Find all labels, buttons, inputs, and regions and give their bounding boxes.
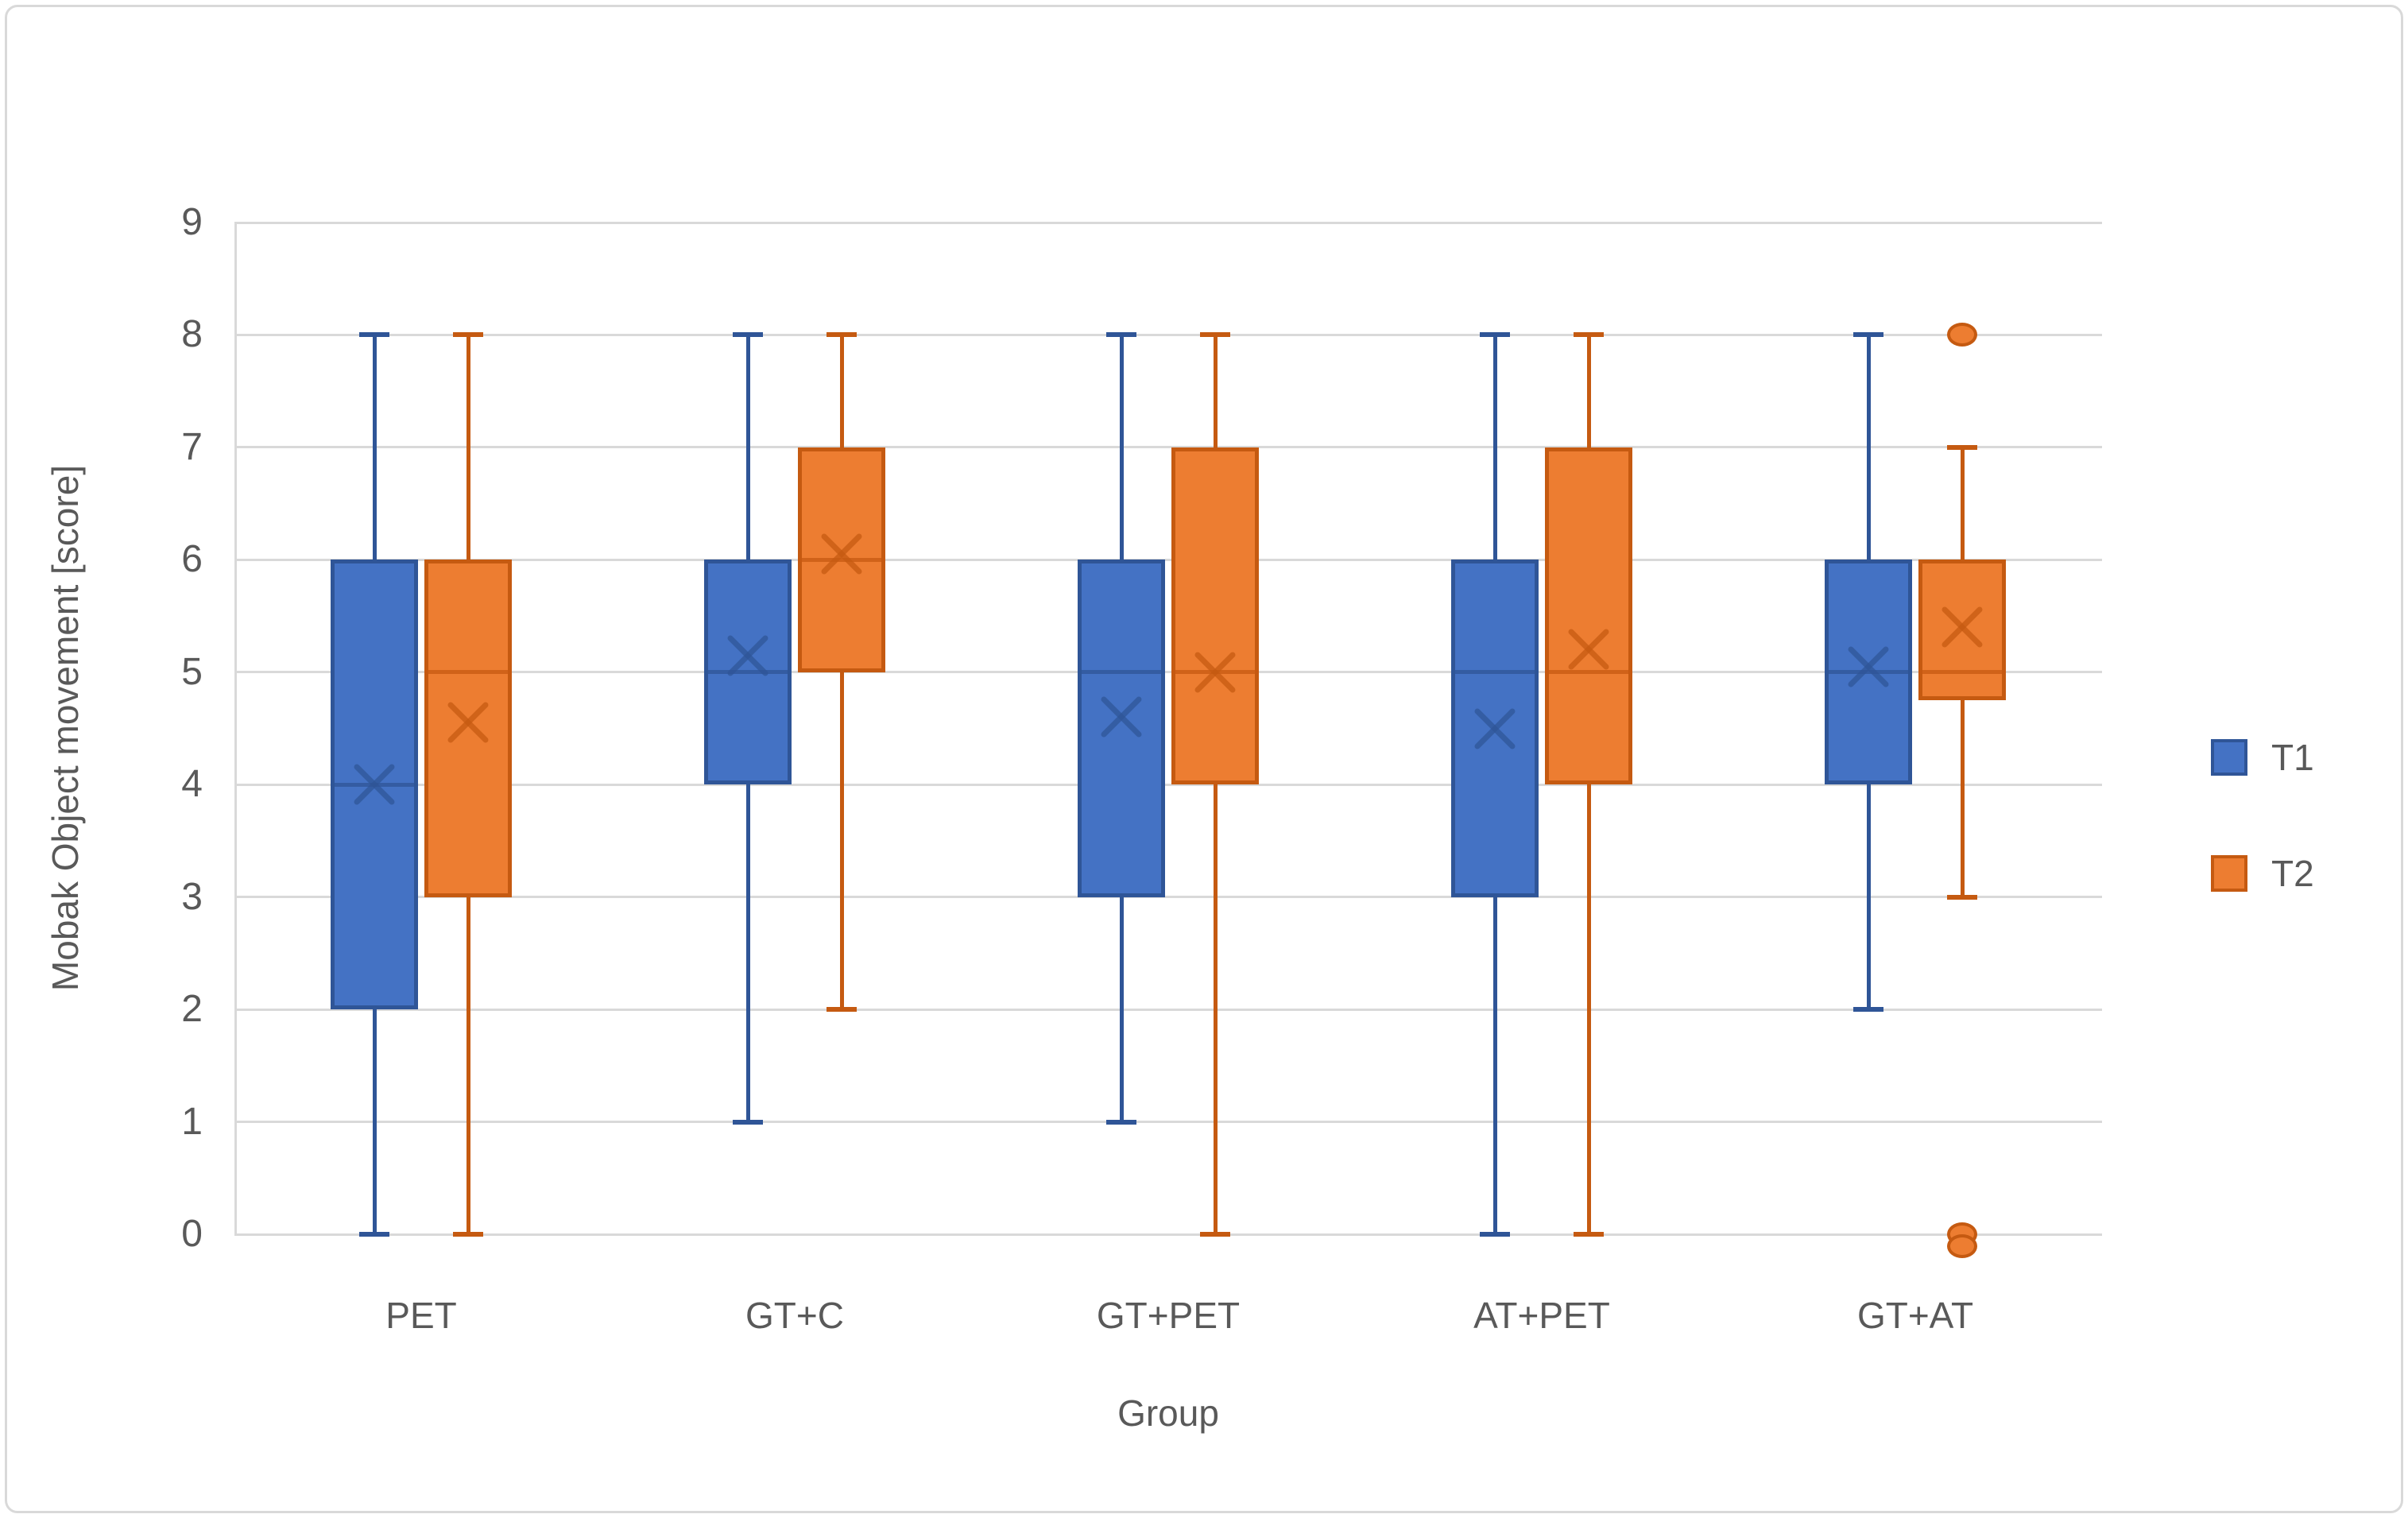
whisker-high-t2-at-pet: [1586, 335, 1591, 447]
whisker-low-t2-pet: [466, 896, 470, 1234]
whisker-high-t1-pet: [372, 335, 377, 560]
x-category-label: GT+AT: [1856, 1295, 1974, 1336]
whisker-high-t1-gt-at: [1866, 335, 1871, 560]
y-tick-label-4: 4: [181, 763, 203, 806]
y-tick-label-0: 0: [181, 1213, 203, 1255]
whisker-low-t2-gt-at: [1960, 700, 1965, 897]
whisker-low-t1-gt-c: [745, 784, 750, 1122]
whisker-low-t2-gt-c: [839, 672, 844, 1010]
x-category-label: GT+PET: [1096, 1295, 1241, 1336]
whisker-cap-low-t2-pet: [453, 1232, 483, 1237]
whisker-high-t1-gt-c: [745, 335, 750, 560]
x-axis-title: Group: [1117, 1392, 1219, 1434]
median-line-t1-gt-at: [1825, 670, 1912, 675]
median-line-t1-at-pet: [1451, 670, 1539, 675]
y-axis-line: [234, 223, 237, 1236]
whisker-cap-high-t1-gt-at: [1853, 332, 1883, 338]
whisker-cap-high-t2-gt-pet: [1200, 332, 1230, 338]
mean-marker-t2-gt-c: [819, 531, 865, 577]
median-line-t2-at-pet: [1545, 670, 1632, 675]
median-line-t1-gt-c: [704, 670, 792, 675]
gridline-y-7: [234, 446, 2102, 449]
box-t2-at-pet: [1545, 447, 1632, 785]
whisker-cap-high-t1-pet: [359, 332, 389, 338]
whisker-high-t2-gt-c: [839, 335, 844, 447]
y-tick-label-2: 2: [181, 988, 203, 1031]
whisker-high-t2-pet: [466, 335, 470, 560]
whisker-cap-low-t2-gt-c: [827, 1007, 857, 1013]
y-tick-label-5: 5: [181, 650, 203, 693]
gridline-y-0: [234, 1233, 2102, 1236]
whisker-cap-low-t1-gt-pet: [1106, 1119, 1136, 1125]
median-line-t2-gt-at: [1918, 670, 2006, 675]
whisker-cap-high-t1-at-pet: [1480, 332, 1510, 338]
mean-marker-t1-at-pet: [1472, 706, 1518, 752]
whisker-cap-high-t2-gt-c: [827, 332, 857, 338]
whisker-cap-low-t2-gt-pet: [1200, 1232, 1230, 1237]
gridline-y-4: [234, 783, 2102, 786]
gridline-y-8: [234, 333, 2102, 336]
whisker-cap-low-t2-at-pet: [1574, 1232, 1604, 1237]
legend-entry-t2: T2: [2211, 855, 2314, 892]
gridline-y-1: [234, 1121, 2102, 1124]
whisker-cap-high-t1-gt-pet: [1106, 332, 1136, 338]
legend-entry-t1: T1: [2211, 739, 2314, 776]
whisker-cap-low-t1-pet: [359, 1232, 389, 1237]
whisker-low-t2-at-pet: [1586, 784, 1591, 1234]
mean-marker-t2-pet: [445, 699, 491, 745]
median-line-t2-pet: [424, 670, 512, 675]
y-axis-title: Mobak Object movement [score]: [45, 464, 86, 992]
outlier-dot-t2-gt-at: [1947, 323, 1977, 347]
legend-swatch-t2: [2211, 855, 2247, 892]
x-category-label: PET: [385, 1295, 457, 1336]
whisker-cap-low-t1-gt-c: [733, 1119, 763, 1125]
gridline-y-5: [234, 671, 2102, 674]
whisker-high-t1-gt-pet: [1119, 335, 1124, 560]
y-tick-label-9: 9: [181, 201, 203, 243]
gridline-y-3: [234, 896, 2102, 899]
whisker-cap-low-t2-gt-at: [1947, 894, 1977, 900]
gridline-y-2: [234, 1008, 2102, 1011]
box-t2-gt-pet: [1171, 447, 1259, 785]
mean-marker-t2-gt-pet: [1192, 649, 1238, 695]
legend-swatch-t1: [2211, 739, 2247, 776]
y-tick-label-6: 6: [181, 538, 203, 581]
mean-marker-t2-gt-at: [1939, 604, 1985, 650]
whisker-low-t2-gt-pet: [1213, 784, 1218, 1234]
median-line-t2-gt-c: [798, 557, 885, 562]
whisker-high-t2-gt-at: [1960, 447, 1965, 560]
y-tick-label-1: 1: [181, 1100, 203, 1143]
whisker-low-t1-gt-at: [1866, 784, 1871, 1010]
outlier-dot-t2-gt-at: [1947, 1234, 1977, 1258]
whisker-cap-high-t1-gt-c: [733, 332, 763, 338]
mean-marker-t1-gt-at: [1845, 644, 1891, 690]
whisker-cap-low-t1-at-pet: [1480, 1232, 1510, 1237]
whisker-cap-high-t2-pet: [453, 332, 483, 338]
y-tick-label-7: 7: [181, 425, 203, 468]
mean-marker-t1-gt-pet: [1098, 694, 1144, 740]
whisker-low-t1-gt-pet: [1119, 896, 1124, 1122]
y-tick-label-8: 8: [181, 313, 203, 356]
whisker-high-t2-gt-pet: [1213, 335, 1218, 447]
box-t2-pet: [424, 560, 512, 897]
mean-marker-t1-pet: [351, 761, 397, 807]
mean-marker-t1-gt-c: [725, 633, 771, 679]
gridline-y-6: [234, 558, 2102, 561]
median-line-t1-gt-pet: [1078, 670, 1165, 675]
y-tick-label-3: 3: [181, 875, 203, 918]
x-category-label: GT+C: [745, 1295, 844, 1336]
whisker-high-t1-at-pet: [1492, 335, 1497, 560]
whisker-cap-high-t2-at-pet: [1574, 332, 1604, 338]
whisker-low-t1-at-pet: [1492, 896, 1497, 1234]
box-t1-gt-pet: [1078, 560, 1165, 897]
legend-label-t2: T2: [2271, 853, 2314, 894]
x-category-label: AT+PET: [1473, 1295, 1610, 1336]
legend-label-t1: T1: [2271, 737, 2314, 778]
whisker-cap-low-t1-gt-at: [1853, 1007, 1883, 1013]
gridline-y-9: [234, 221, 2102, 224]
mean-marker-t2-at-pet: [1566, 626, 1612, 672]
whisker-low-t1-pet: [372, 1009, 377, 1234]
whisker-cap-high-t2-gt-at: [1947, 444, 1977, 450]
